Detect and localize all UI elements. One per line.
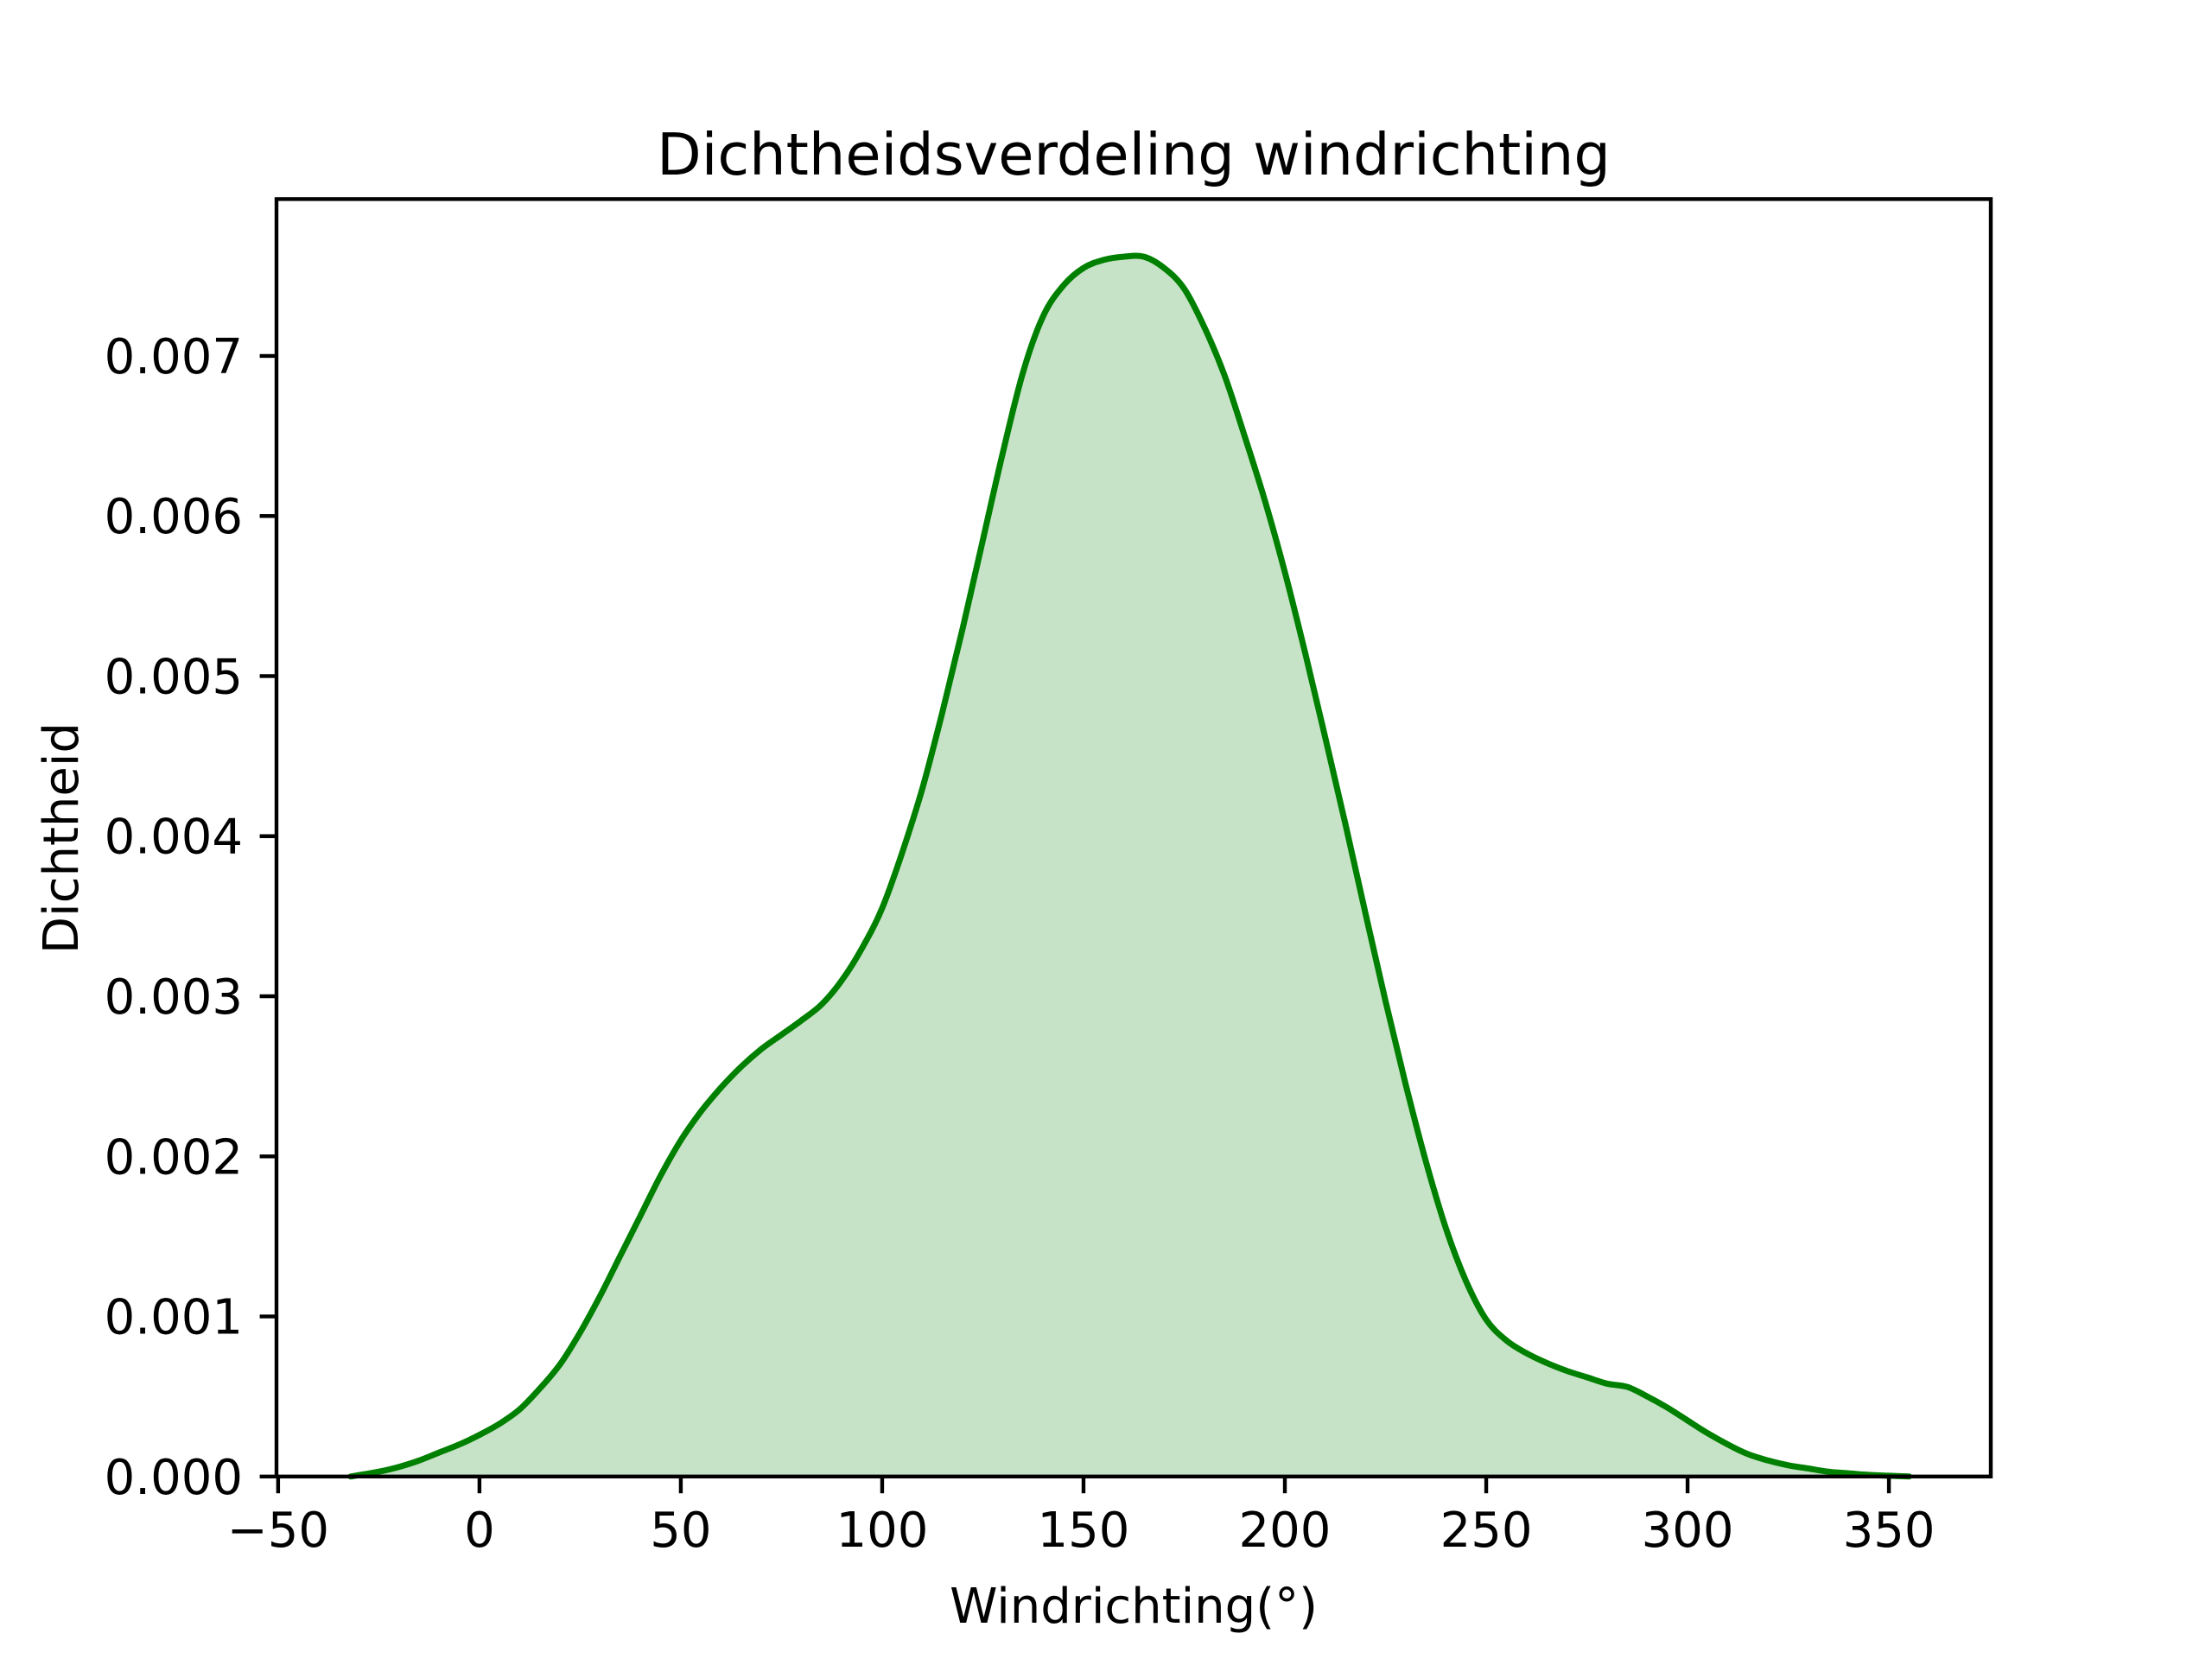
x-tick-label: 200 <box>1239 1503 1332 1559</box>
x-tick-label: −50 <box>227 1503 329 1559</box>
plot-border <box>274 197 1993 1479</box>
x-tick-label: 250 <box>1440 1503 1533 1559</box>
y-tick-label: 0.004 <box>105 810 243 866</box>
y-tick-label: 0.006 <box>105 489 243 545</box>
y-axis-label: Dichtheid <box>34 722 90 954</box>
x-tick-label: 100 <box>836 1503 929 1559</box>
x-axis-label: Windrichting(°) <box>950 1579 1318 1635</box>
chart-title: Dichtheidsverdeling windrichting <box>657 121 1611 188</box>
y-tick-label: 0.003 <box>105 969 243 1026</box>
plot-area: −50 0 50 100 150 200 250 300 350 0.000 0.001 0.002 0… <box>105 197 1993 1559</box>
x-tick-label: 300 <box>1642 1503 1734 1559</box>
x-tick-label: 50 <box>650 1503 711 1559</box>
y-tick-label: 0.001 <box>105 1290 243 1346</box>
y-tick-label: 0.002 <box>105 1129 243 1185</box>
x-tick-label: 0 <box>464 1503 495 1559</box>
density-fill <box>350 255 1910 1477</box>
x-tick-label: 150 <box>1038 1503 1130 1559</box>
y-tick-label: 0.007 <box>105 329 243 385</box>
x-tick-label: 350 <box>1843 1503 1936 1559</box>
density-curve <box>347 252 1912 1480</box>
y-tick-label: 0.000 <box>105 1450 243 1506</box>
y-tick-label: 0.005 <box>105 649 243 705</box>
